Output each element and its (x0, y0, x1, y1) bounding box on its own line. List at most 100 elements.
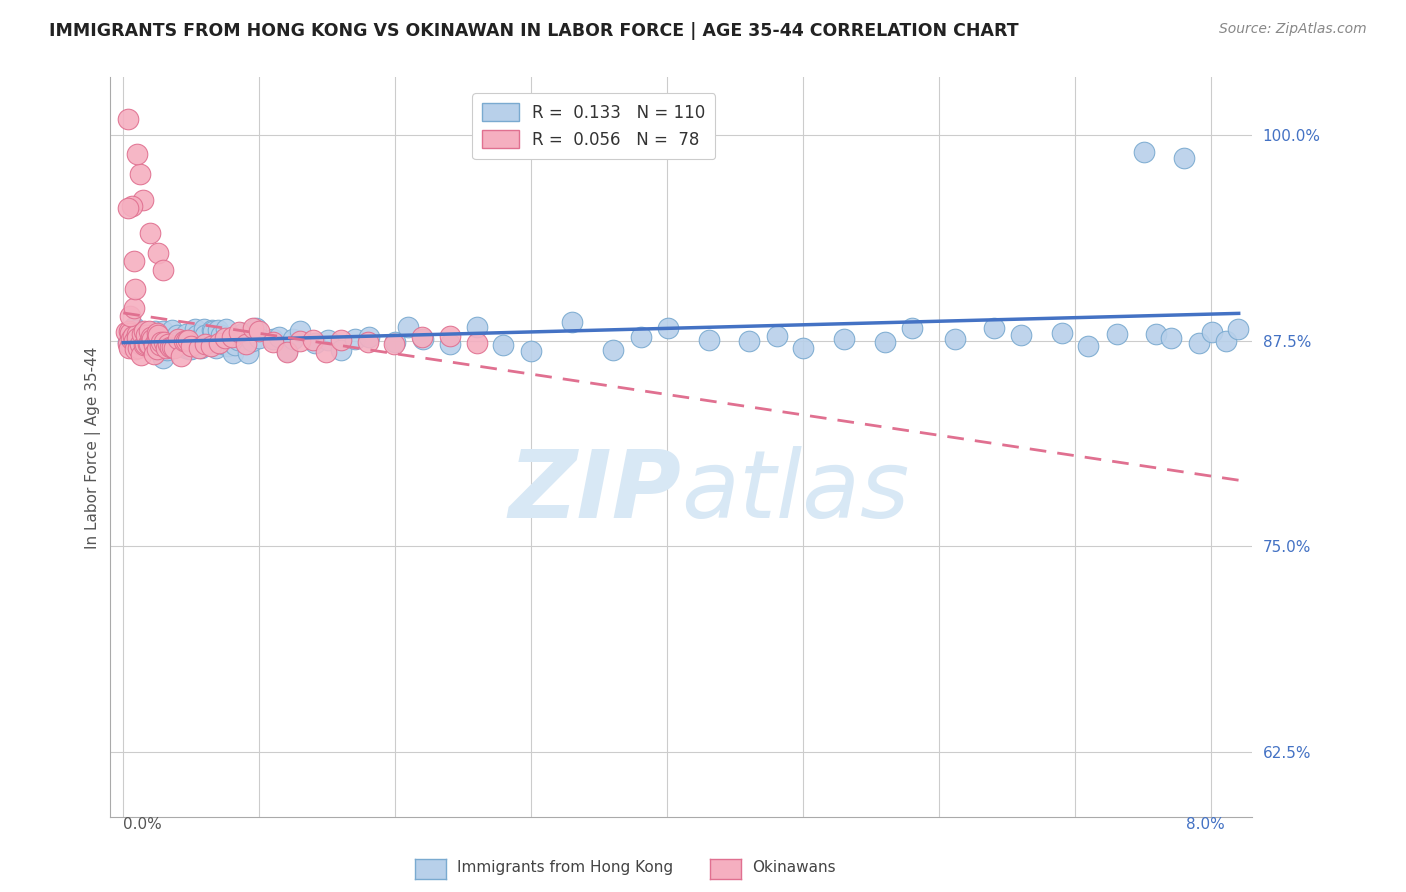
Point (276, 344, 298, 359)
Point (139, 330, 162, 344)
Point (465, 335, 488, 350)
Point (152, 324, 174, 338)
Point (134, 336, 156, 351)
Point (143, 324, 166, 338)
Point (901, 321, 924, 335)
Point (183, 334, 205, 349)
Point (132, 194, 155, 208)
Point (1050, 326, 1073, 341)
Point (207, 336, 229, 351)
Text: Immigrants from Hong Kong: Immigrants from Hong Kong (457, 860, 673, 874)
Point (1132, 145, 1154, 159)
Point (411, 330, 433, 344)
Point (150, 334, 173, 349)
Point (439, 337, 461, 351)
Point (180, 339, 202, 353)
Point (139, 325, 162, 339)
Point (1144, 326, 1167, 341)
Point (152, 339, 174, 353)
Point (173, 334, 195, 348)
Point (125, 331, 148, 345)
Point (129, 348, 152, 362)
Point (382, 337, 405, 351)
Point (232, 326, 254, 340)
Point (267, 330, 290, 344)
Point (131, 326, 153, 341)
Point (492, 337, 515, 351)
Point (630, 330, 652, 344)
Point (152, 263, 174, 277)
Point (236, 328, 259, 343)
Point (245, 320, 267, 334)
Point (146, 326, 169, 340)
Point (288, 324, 311, 338)
Point (330, 333, 353, 347)
Point (157, 337, 180, 351)
Point (117, 112, 139, 126)
Point (176, 333, 198, 347)
Point (943, 332, 966, 346)
Point (142, 347, 165, 361)
Point (186, 334, 208, 348)
Point (127, 331, 149, 345)
Point (160, 340, 183, 354)
Point (135, 327, 157, 342)
Point (202, 324, 225, 338)
Point (129, 325, 152, 339)
Point (217, 339, 239, 353)
Point (262, 332, 284, 346)
Point (153, 332, 176, 346)
Text: IMMIGRANTS FROM HONG KONG VS OKINAWAN IN LABOR FORCE | AGE 35-44 CORRELATION CHA: IMMIGRANTS FROM HONG KONG VS OKINAWAN IN… (49, 22, 1019, 40)
Point (242, 320, 264, 334)
Point (177, 342, 200, 356)
Point (145, 332, 167, 346)
Point (329, 343, 352, 357)
Point (122, 254, 145, 268)
Point (129, 336, 152, 351)
Point (174, 341, 197, 355)
Point (121, 199, 143, 213)
Point (190, 341, 212, 355)
Point (170, 349, 193, 363)
Point (247, 331, 270, 345)
Point (174, 326, 197, 341)
Point (792, 341, 814, 355)
Point (240, 334, 263, 348)
Point (207, 323, 229, 337)
Y-axis label: In Labor Force | Age 35-44: In Labor Force | Age 35-44 (86, 346, 101, 549)
Point (1188, 336, 1211, 351)
Point (148, 328, 170, 343)
Point (1173, 151, 1195, 165)
Point (1227, 322, 1250, 336)
Point (118, 309, 141, 323)
Point (122, 329, 145, 343)
Point (315, 344, 337, 359)
Point (221, 329, 243, 343)
Point (134, 324, 156, 338)
Point (288, 334, 311, 348)
Point (174, 334, 197, 349)
Point (129, 335, 152, 350)
Point (124, 282, 146, 296)
Point (180, 343, 202, 357)
Point (193, 321, 215, 335)
Point (228, 326, 250, 340)
Text: Okinawans: Okinawans (752, 860, 835, 874)
Point (157, 337, 180, 351)
Point (205, 341, 228, 355)
Point (118, 326, 141, 341)
Point (136, 335, 159, 350)
Point (139, 338, 162, 352)
Point (738, 334, 761, 348)
Point (520, 343, 543, 358)
Point (214, 331, 236, 345)
Point (236, 346, 259, 360)
Point (396, 319, 419, 334)
Point (1105, 326, 1128, 341)
Point (117, 202, 139, 216)
Point (159, 340, 181, 354)
Point (262, 334, 284, 349)
Point (156, 343, 179, 358)
Point (873, 335, 896, 350)
Point (224, 337, 246, 351)
